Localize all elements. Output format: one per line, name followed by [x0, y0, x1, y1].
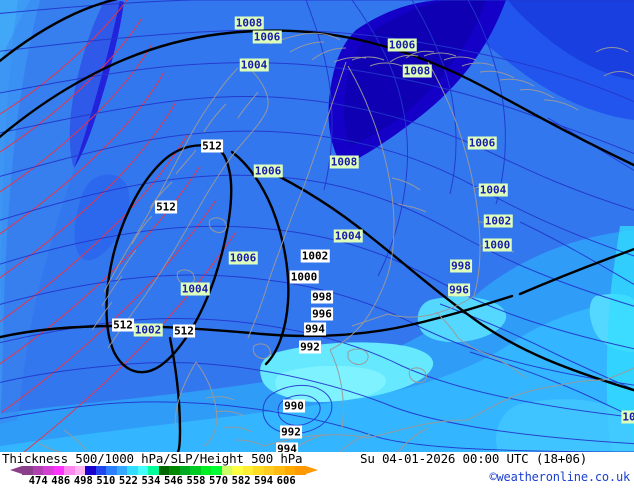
colorbar-tick: 594: [254, 475, 274, 487]
slp-label: 1002: [483, 214, 513, 228]
slp-label: 996: [311, 307, 333, 321]
colorbar-segment: [148, 466, 159, 475]
colorbar-tick-labels: 474 486 498 510 522 534 546 558 570 582 594 606: [0, 475, 340, 488]
height-label: 512: [173, 324, 195, 338]
colorbar-segment: [106, 466, 117, 475]
colorbar-segment: [190, 466, 201, 475]
copyright-credit: ©weatheronline.co.uk: [489, 470, 631, 484]
colorbar-segment: [211, 466, 222, 475]
colorbar-tick: 570: [209, 475, 229, 487]
colorbar-segment: [85, 466, 96, 475]
colorbar-tick: 546: [163, 475, 183, 487]
slp-label: 1006: [387, 38, 417, 52]
slp-label: 1006: [253, 164, 283, 178]
colorbar-segment: [137, 466, 149, 475]
slp-label: 1004: [333, 229, 363, 243]
colorbar-tick: 534: [141, 475, 161, 487]
colorbar-segment: [158, 466, 170, 475]
colorbar-tick: 486: [51, 475, 71, 487]
slp-label: 1008: [234, 16, 264, 30]
slp-label: 1000: [482, 238, 512, 252]
weather-map-canvas[interactable]: 1008 1006 1004 1006 1008 1006 1008 1006 …: [0, 0, 634, 452]
colorbar-tick: 510: [96, 475, 116, 487]
slp-label: 1004: [478, 183, 508, 197]
slp-label: 996: [448, 283, 470, 297]
colorbar-segment: [232, 466, 243, 475]
slp-label: 994: [276, 442, 298, 452]
colorbar-segment: [253, 466, 264, 475]
colorbar-segment: [43, 466, 54, 475]
slp-label: 1004: [180, 282, 210, 296]
slp-label: 1006: [252, 30, 282, 44]
colorbar-segment: [263, 466, 275, 475]
colorbar-segment: [274, 466, 285, 475]
slp-label: 1008: [329, 155, 359, 169]
colorbar-segment: [200, 466, 212, 475]
colorbar-high-arrow: [306, 466, 318, 474]
slp-label: 1006: [467, 136, 497, 150]
slp-label: 992: [299, 340, 321, 354]
slp-label: 1006: [228, 251, 258, 265]
slp-label: 1002: [300, 249, 330, 263]
colorbar-tick: 558: [186, 475, 206, 487]
height-label: 512: [155, 200, 177, 214]
colorbar-segment: [22, 466, 33, 475]
colorbar-segment: [295, 466, 306, 475]
colorbar-segment: [95, 466, 107, 475]
height-label: 512: [201, 139, 223, 153]
slp-label: 1002: [133, 323, 163, 337]
colorbar-segment: [64, 466, 75, 475]
thickness-colorbar: [22, 466, 306, 475]
map-graphics: [0, 0, 634, 452]
colorbar-segment: [179, 466, 191, 475]
map-footer: Thickness 500/1000 hPa/SLP/Height 500 hP…: [0, 451, 634, 490]
colorbar-segment: [74, 466, 86, 475]
colorbar-segment: [169, 466, 180, 475]
slp-label: 998: [311, 290, 333, 304]
colorbar-segment: [127, 466, 138, 475]
map-timestamp: Su 04-01-2026 00:00 UTC (18+06): [360, 451, 588, 466]
colorbar-segment: [242, 466, 254, 475]
colorbar-segment: [284, 466, 296, 475]
colorbar-segment: [32, 466, 44, 475]
slp-label: 998: [450, 259, 472, 273]
colorbar-tick: 522: [118, 475, 138, 487]
colorbar-segment: [221, 466, 233, 475]
slp-label: 1008: [402, 64, 432, 78]
slp-label: 1004: [239, 58, 269, 72]
colorbar-tick: 606: [276, 475, 296, 487]
height-label: 512: [112, 318, 134, 332]
colorbar-tick: 474: [28, 475, 48, 487]
slp-label: 10: [621, 410, 634, 424]
colorbar-tick: 582: [231, 475, 251, 487]
slp-label: 992: [280, 425, 302, 439]
slp-label: 994: [304, 322, 326, 336]
colorbar-tick: 498: [73, 475, 93, 487]
colorbar-segment: [116, 466, 128, 475]
slp-label: 990: [283, 399, 305, 413]
colorbar-segment: [53, 466, 65, 475]
colorbar-low-arrow: [10, 466, 22, 474]
map-title: Thickness 500/1000 hPa/SLP/Height 500 hP…: [2, 451, 303, 466]
slp-label: 1000: [289, 270, 319, 284]
